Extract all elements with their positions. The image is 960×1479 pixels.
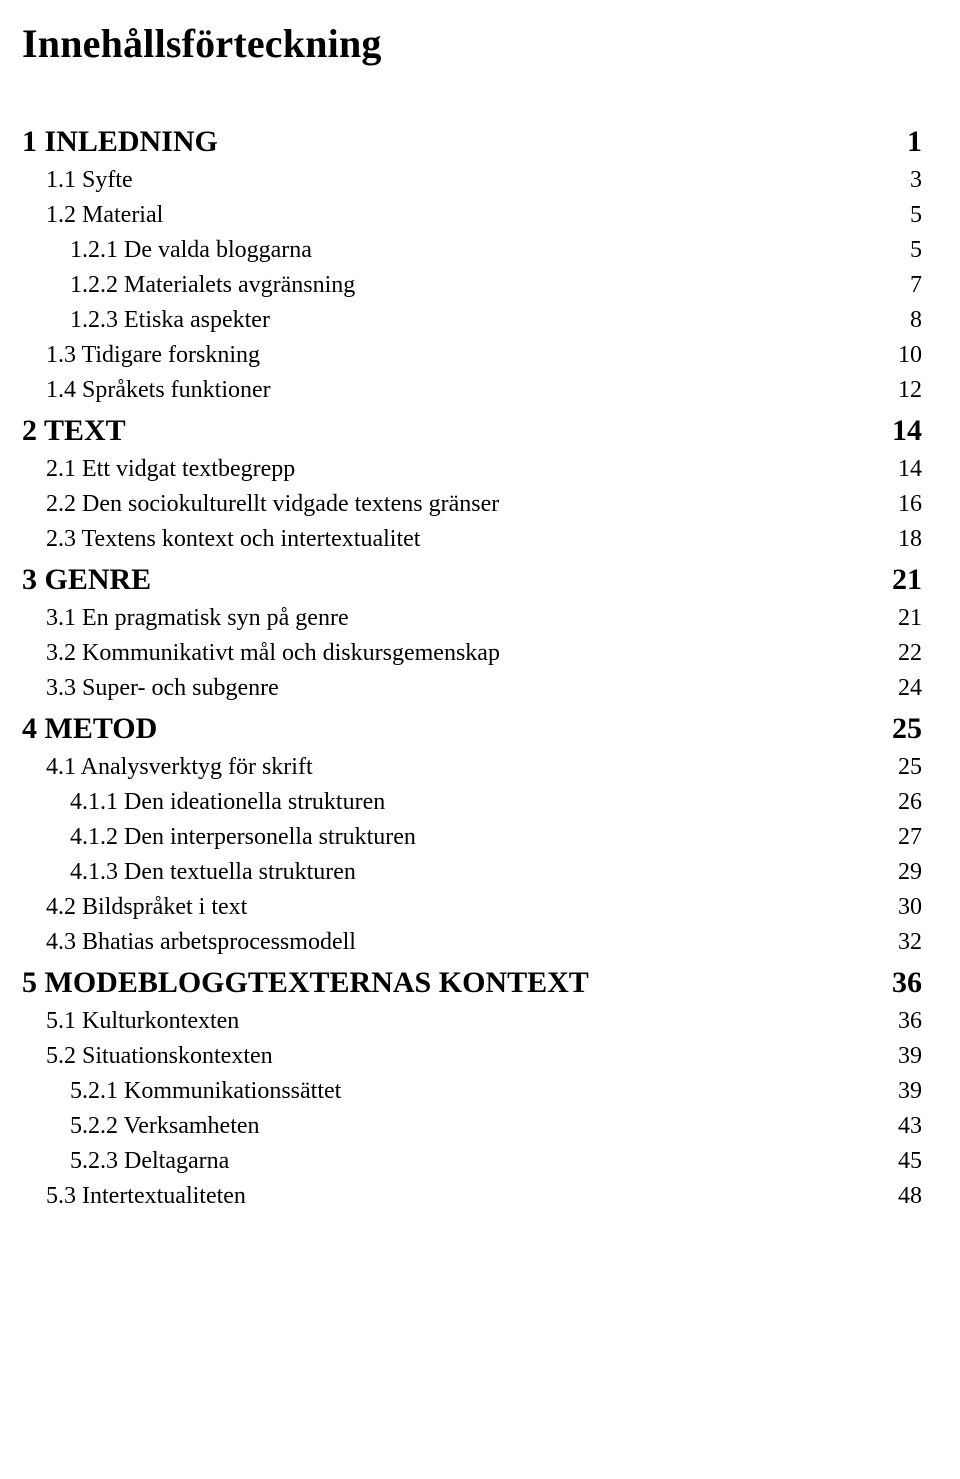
page-title: Innehållsförteckning: [22, 20, 922, 67]
toc-entry: 4.2 Bildspråket i text 30: [46, 894, 922, 921]
toc-entry-page: 39: [898, 1078, 922, 1105]
toc-entry: 4.1.3 Den textuella strukturen 29: [70, 859, 922, 886]
toc-entry: 1.1 Syfte 3: [46, 167, 922, 194]
toc-entry-page: 21: [892, 563, 922, 597]
toc-entry-label: 4.1 Analysverktyg för skrift: [46, 754, 313, 781]
toc-entry: 4.1.1 Den ideationella strukturen 26: [70, 789, 922, 816]
toc-entry: 3.3 Super- och subgenre 24: [46, 675, 922, 702]
toc-entry-page: 24: [898, 675, 922, 702]
toc-entry-label: 1.2.1 De valda bloggarna: [70, 237, 312, 264]
toc-entry-label: 4.1.2 Den interpersonella strukturen: [70, 824, 416, 851]
toc-entry: 5 MODEBLOGGTEXTERNAS KONTEXT 36: [22, 966, 922, 1000]
toc-entry-page: 8: [910, 307, 922, 334]
toc-entry-label: 4.2 Bildspråket i text: [46, 894, 247, 921]
toc-entry-page: 21: [898, 605, 922, 632]
toc-entry-label: 2 TEXT: [22, 414, 126, 448]
toc-entry: 1 INLEDNING 1: [22, 125, 922, 159]
table-of-contents: 1 INLEDNING11.1 Syfte31.2 Material51.2.1…: [22, 125, 922, 1210]
toc-entry-page: 29: [898, 859, 922, 886]
toc-entry-page: 25: [892, 712, 922, 746]
toc-entry-label: 2.1 Ett vidgat textbegrepp: [46, 456, 295, 483]
toc-entry: 4.1 Analysverktyg för skrift 25: [46, 754, 922, 781]
toc-entry-label: 2.2 Den sociokulturellt vidgade textens …: [46, 491, 499, 518]
toc-entry-page: 14: [892, 414, 922, 448]
toc-entry-label: 1 INLEDNING: [22, 125, 218, 159]
toc-entry-label: 5.1 Kulturkontexten: [46, 1008, 239, 1035]
toc-entry-label: 5.2.1 Kommunikationssättet: [70, 1078, 341, 1105]
toc-entry-label: 1.4 Språkets funktioner: [46, 377, 271, 404]
toc-entry: 3.2 Kommunikativt mål och diskursgemensk…: [46, 640, 922, 667]
toc-entry-page: 16: [898, 491, 922, 518]
toc-entry: 5.3 Intertextualiteten 48: [46, 1183, 922, 1210]
toc-entry-page: 5: [910, 237, 922, 264]
toc-entry-page: 14: [898, 456, 922, 483]
toc-entry-label: 5.3 Intertextualiteten: [46, 1183, 246, 1210]
toc-entry-label: 3 GENRE: [22, 563, 151, 597]
toc-entry-page: 43: [898, 1113, 922, 1140]
toc-entry-page: 36: [892, 966, 922, 1000]
toc-entry: 4 METOD 25: [22, 712, 922, 746]
toc-entry-label: 1.2.3 Etiska aspekter: [70, 307, 270, 334]
toc-entry-label: 4.1.3 Den textuella strukturen: [70, 859, 356, 886]
toc-entry-label: 4 METOD: [22, 712, 157, 746]
toc-entry: 1.2.2 Materialets avgränsning 7: [70, 272, 922, 299]
toc-entry-page: 45: [898, 1148, 922, 1175]
toc-entry-label: 1.2 Material: [46, 202, 163, 229]
toc-entry-label: 5.2.2 Verksamheten: [70, 1113, 260, 1140]
toc-entry-label: 3.2 Kommunikativt mål och diskursgemensk…: [46, 640, 500, 667]
toc-entry: 5.2 Situationskontexten 39: [46, 1043, 922, 1070]
toc-entry-page: 5: [910, 202, 922, 229]
toc-entry-page: 27: [898, 824, 922, 851]
toc-entry-page: 12: [898, 377, 922, 404]
toc-entry: 4.3 Bhatias arbetsprocessmodell 32: [46, 929, 922, 956]
toc-entry: 5.2.2 Verksamheten 43: [70, 1113, 922, 1140]
toc-entry: 4.1.2 Den interpersonella strukturen 27: [70, 824, 922, 851]
toc-entry-label: 3.3 Super- och subgenre: [46, 675, 279, 702]
toc-entry-page: 7: [910, 272, 922, 299]
toc-entry-page: 36: [898, 1008, 922, 1035]
toc-entry-label: 1.3 Tidigare forskning: [46, 342, 260, 369]
toc-entry-page: 1: [907, 125, 922, 159]
toc-entry: 2.2 Den sociokulturellt vidgade textens …: [46, 491, 922, 518]
toc-entry: 5.1 Kulturkontexten 36: [46, 1008, 922, 1035]
toc-entry: 3.1 En pragmatisk syn på genre 21: [46, 605, 922, 632]
toc-entry-page: 25: [898, 754, 922, 781]
toc-entry: 2 TEXT 14: [22, 414, 922, 448]
toc-entry: 1.2.3 Etiska aspekter 8: [70, 307, 922, 334]
toc-entry: 2.3 Textens kontext och intertextualitet…: [46, 526, 922, 553]
toc-entry: 5.2.1 Kommunikationssättet 39: [70, 1078, 922, 1105]
toc-entry-label: 1.1 Syfte: [46, 167, 133, 194]
toc-entry-label: 5.2.3 Deltagarna: [70, 1148, 229, 1175]
toc-entry-page: 26: [898, 789, 922, 816]
toc-entry-page: 30: [898, 894, 922, 921]
toc-entry-page: 32: [898, 929, 922, 956]
toc-entry: 2.1 Ett vidgat textbegrepp 14: [46, 456, 922, 483]
toc-entry: 1.2 Material 5: [46, 202, 922, 229]
toc-entry: 3 GENRE 21: [22, 563, 922, 597]
toc-entry-label: 5.2 Situationskontexten: [46, 1043, 273, 1070]
toc-entry: 1.4 Språkets funktioner 12: [46, 377, 922, 404]
toc-entry: 1.3 Tidigare forskning 10: [46, 342, 922, 369]
toc-entry-label: 1.2.2 Materialets avgränsning: [70, 272, 355, 299]
toc-entry-label: 5 MODEBLOGGTEXTERNAS KONTEXT: [22, 966, 589, 1000]
toc-entry-page: 48: [898, 1183, 922, 1210]
toc-entry: 5.2.3 Deltagarna 45: [70, 1148, 922, 1175]
toc-entry-page: 18: [898, 526, 922, 553]
toc-entry-label: 4.1.1 Den ideationella strukturen: [70, 789, 385, 816]
toc-entry-page: 22: [898, 640, 922, 667]
toc-entry-page: 39: [898, 1043, 922, 1070]
toc-entry-label: 3.1 En pragmatisk syn på genre: [46, 605, 349, 632]
toc-entry: 1.2.1 De valda bloggarna 5: [70, 237, 922, 264]
toc-entry-page: 10: [898, 342, 922, 369]
toc-entry-page: 3: [910, 167, 922, 194]
toc-entry-label: 4.3 Bhatias arbetsprocessmodell: [46, 929, 356, 956]
toc-entry-label: 2.3 Textens kontext och intertextualitet: [46, 526, 420, 553]
